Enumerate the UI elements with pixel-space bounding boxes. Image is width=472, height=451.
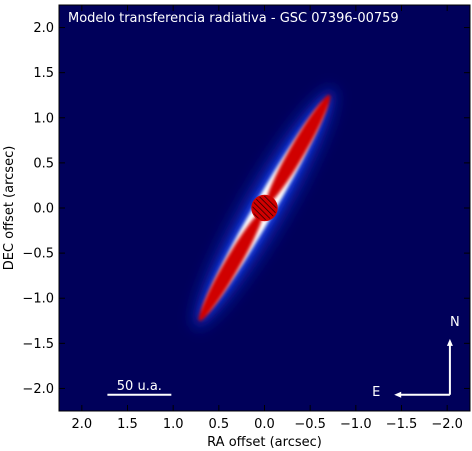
coronagraph-mask-edge: [251, 194, 278, 222]
compass-east-label: E: [372, 385, 380, 400]
x-tick-label: −0.5: [294, 417, 326, 432]
x-tick-label: 0.0: [254, 417, 275, 432]
x-tick-label: 2.0: [71, 417, 92, 432]
scale-bar-label: 50 u.a.: [117, 379, 162, 394]
y-axis-ticks: −2.0 −1.5 −1.0 −0.5 0.0 0.5 1.0 1.5 2.0: [22, 21, 470, 397]
y-tick-label: −1.0: [22, 292, 54, 307]
y-tick-label: 0.0: [33, 202, 54, 217]
y-tick-label: −1.5: [22, 337, 54, 352]
compass-north-label: N: [450, 315, 460, 330]
y-tick-label: 1.0: [33, 111, 54, 126]
coronagraph-mask: [251, 195, 278, 221]
disk-lobe-north-west: [266, 94, 331, 204]
y-tick-label: −0.5: [22, 247, 54, 262]
x-tick-label: −2.0: [431, 417, 463, 432]
chart-title: Modelo transferencia radiativa - GSC 073…: [68, 11, 399, 26]
x-tick-label: −1.0: [340, 417, 372, 432]
compass: N E: [372, 315, 460, 400]
compass-east-arrowhead: [394, 391, 402, 398]
x-tick-label: 1.5: [117, 417, 138, 432]
y-tick-label: 0.5: [33, 156, 54, 171]
x-axis-label: RA offset (arcsec): [207, 435, 322, 450]
y-tick-label: 2.0: [33, 21, 54, 36]
y-tick-label: −2.0: [22, 382, 54, 397]
x-tick-label: −1.5: [386, 417, 418, 432]
x-tick-label: 0.5: [208, 417, 229, 432]
disk-lobe-south-east: [198, 212, 263, 322]
x-tick-label: 1.0: [163, 417, 184, 432]
compass-north-arrowhead: [446, 338, 453, 346]
y-axis-label: DEC offset (arcsec): [2, 146, 17, 271]
y-tick-label: 1.5: [33, 66, 54, 81]
x-axis-ticks: 2.0 1.5 1.0 0.5 0.0 −0.5 −1.0 −1.5 −2.0: [71, 5, 463, 432]
scale-bar: 50 u.a.: [107, 379, 172, 396]
